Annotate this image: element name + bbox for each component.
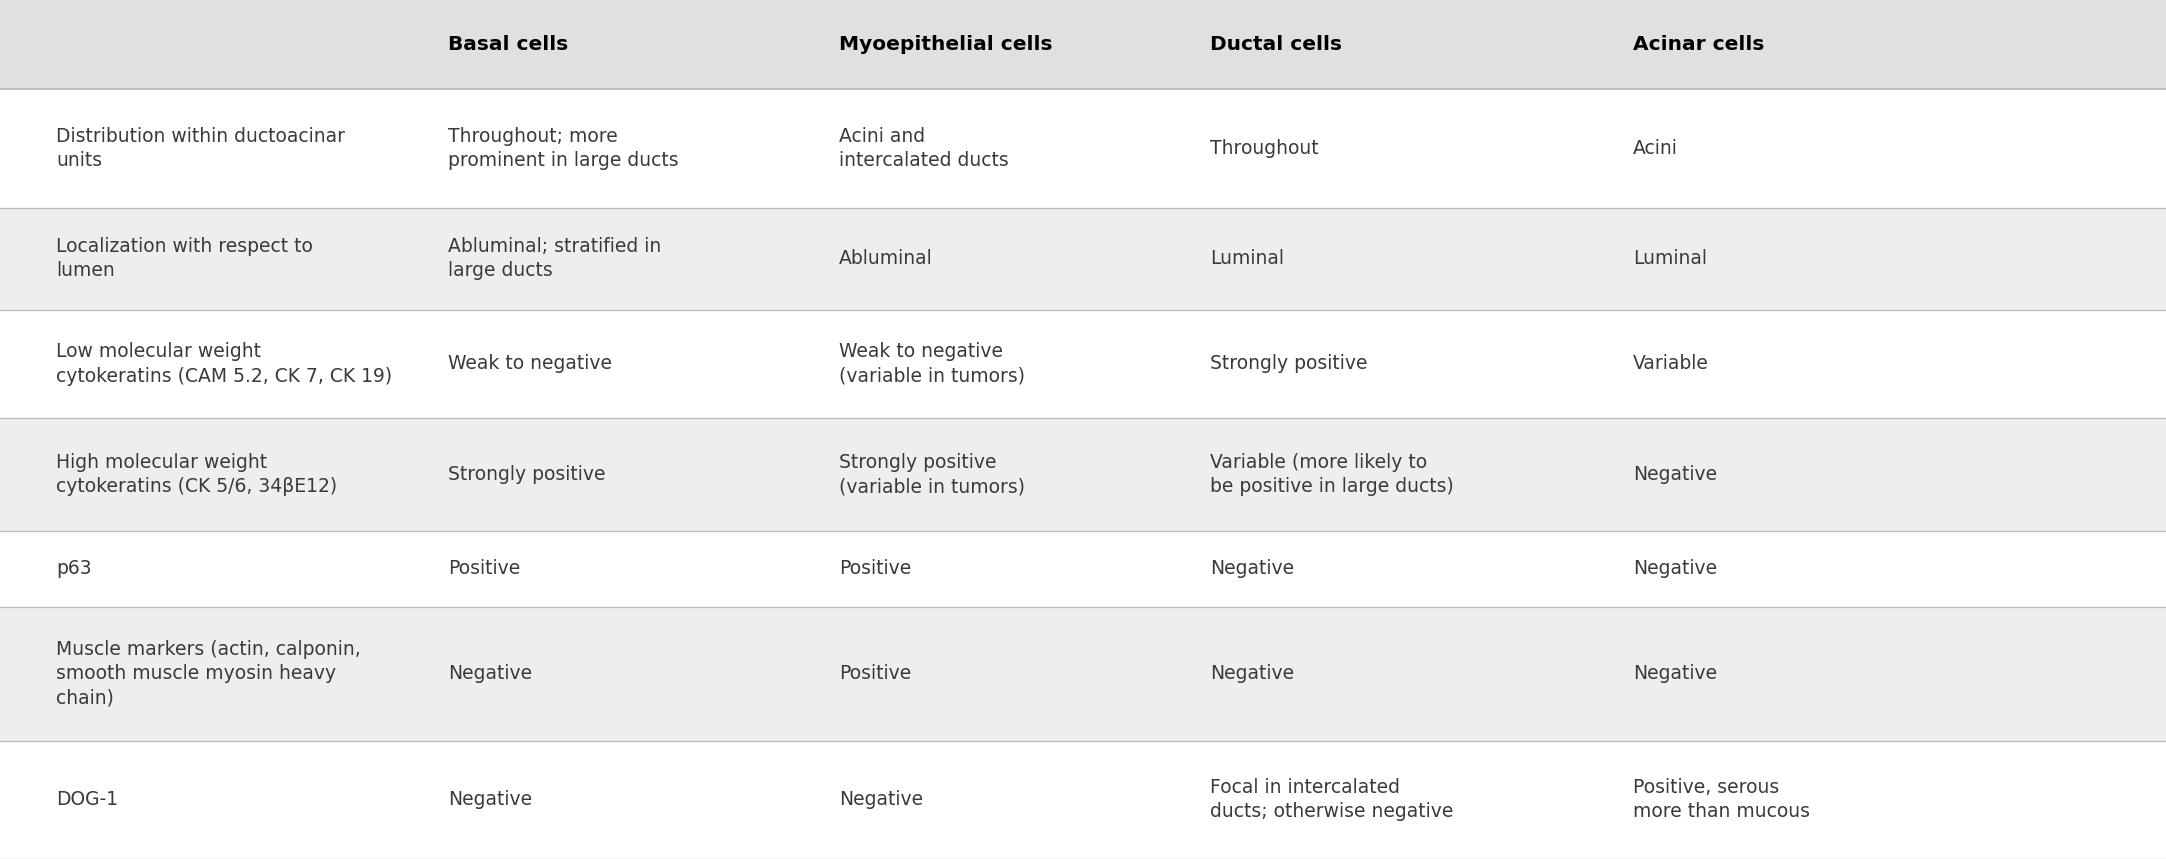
Text: Positive: Positive: [838, 664, 912, 683]
Text: Strongly positive
(variable in tumors): Strongly positive (variable in tumors): [838, 453, 1025, 497]
Bar: [0, 418, 2166, 531]
Bar: [0, 740, 2166, 859]
Text: Abluminal: Abluminal: [838, 249, 934, 268]
Text: Negative: Negative: [1209, 559, 1293, 578]
Text: Negative: Negative: [1633, 664, 1718, 683]
Text: Positive: Positive: [448, 559, 520, 578]
Text: Throughout: Throughout: [1209, 139, 1319, 158]
Text: Low molecular weight
cytokeratins (CAM 5.2, CK 7, CK 19): Low molecular weight cytokeratins (CAM 5…: [56, 343, 392, 386]
Text: Negative: Negative: [1633, 465, 1718, 484]
Text: Positive: Positive: [838, 559, 912, 578]
Text: Negative: Negative: [838, 790, 923, 809]
Text: Throughout; more
prominent in large ducts: Throughout; more prominent in large duct…: [448, 127, 678, 170]
Text: Weak to negative: Weak to negative: [448, 355, 611, 374]
Text: p63: p63: [56, 559, 91, 578]
Text: Negative: Negative: [1633, 559, 1718, 578]
Text: High molecular weight
cytokeratins (CK 5/6, 34βE12): High molecular weight cytokeratins (CK 5…: [56, 453, 338, 497]
Text: Variable: Variable: [1633, 355, 1709, 374]
Text: DOG-1: DOG-1: [56, 790, 119, 809]
Bar: [0, 531, 2166, 606]
Text: Acinar cells: Acinar cells: [1633, 35, 1765, 54]
Bar: [0, 89, 2166, 208]
Text: Negative: Negative: [1209, 664, 1293, 683]
Text: Positive, serous
more than mucous: Positive, serous more than mucous: [1633, 778, 1811, 821]
Bar: [0, 0, 2166, 89]
Text: Distribution within ductoacinar
units: Distribution within ductoacinar units: [56, 127, 344, 170]
Text: Weak to negative
(variable in tumors): Weak to negative (variable in tumors): [838, 343, 1025, 386]
Text: Ductal cells: Ductal cells: [1209, 35, 1341, 54]
Text: Strongly positive: Strongly positive: [1209, 355, 1367, 374]
Text: Abluminal; stratified in
large ducts: Abluminal; stratified in large ducts: [448, 237, 661, 280]
Text: Basal cells: Basal cells: [448, 35, 567, 54]
Text: Acini and
intercalated ducts: Acini and intercalated ducts: [838, 127, 1009, 170]
Text: Strongly positive: Strongly positive: [448, 465, 604, 484]
Text: Focal in intercalated
ducts; otherwise negative: Focal in intercalated ducts; otherwise n…: [1209, 778, 1453, 821]
Bar: [0, 606, 2166, 740]
Text: Luminal: Luminal: [1633, 249, 1707, 268]
Text: Myoepithelial cells: Myoepithelial cells: [838, 35, 1053, 54]
Text: Negative: Negative: [448, 664, 533, 683]
Text: Muscle markers (actin, calponin,
smooth muscle myosin heavy
chain): Muscle markers (actin, calponin, smooth …: [56, 640, 362, 707]
Text: Negative: Negative: [448, 790, 533, 809]
Bar: [0, 208, 2166, 309]
Text: Luminal: Luminal: [1209, 249, 1284, 268]
Text: Acini: Acini: [1633, 139, 1679, 158]
Text: Localization with respect to
lumen: Localization with respect to lumen: [56, 237, 314, 280]
Text: Variable (more likely to
be positive in large ducts): Variable (more likely to be positive in …: [1209, 453, 1453, 497]
Bar: [0, 309, 2166, 418]
